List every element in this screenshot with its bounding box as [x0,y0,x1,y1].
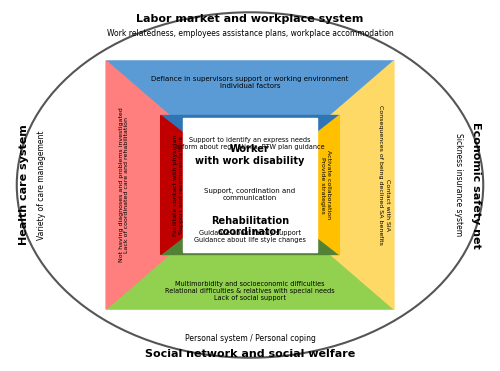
Text: Labor market and workplace system: Labor market and workplace system [136,14,364,24]
Text: Support, coordination and
communication: Support, coordination and communication [204,188,296,201]
Text: Guidance about family support
Guidance about life style changes: Guidance about family support Guidance a… [194,230,306,243]
Polygon shape [160,185,340,255]
Polygon shape [160,115,250,255]
Polygon shape [106,185,394,309]
Text: Defiance in supervisors support or working environment
Individual factors: Defiance in supervisors support or worki… [152,76,348,89]
Text: Rehabilitation
coordinator: Rehabilitation coordinator [211,216,289,237]
Polygon shape [106,61,250,309]
Text: Personal system / Personal coping: Personal system / Personal coping [184,334,316,343]
Text: Work relatedness, employees assistance plans, workplace accommodation: Work relatedness, employees assistance p… [106,29,394,37]
Text: Multimorbidity and socioeconomic difficulties
Relational difficulties & relative: Multimorbidity and socioeconomic difficu… [165,281,335,301]
Text: Economic safety net: Economic safety net [472,122,482,248]
Polygon shape [160,115,340,185]
Text: Social network and social welfare: Social network and social welfare [145,349,355,359]
Polygon shape [106,61,394,185]
Text: Worker
with work disability: Worker with work disability [196,144,304,166]
Text: Facilitate contact with physician
Support and recommendations: Facilitate contact with physician Suppor… [173,134,184,236]
Bar [182,118,318,253]
Text: Consequences of being declined SA benefits: Consequences of being declined SA benefi… [378,105,382,245]
Polygon shape [250,61,394,309]
Text: Contact with SIA: Contact with SIA [386,179,390,231]
Ellipse shape [17,12,483,358]
Text: Activate collaboration
Provide strategies: Activate collaboration Provide strategie… [320,151,331,220]
Text: Health care system: Health care system [18,125,28,245]
Text: Not having diagnoses and problems investigated
Lack of coordinated care and reha: Not having diagnoses and problems invest… [118,108,130,262]
Text: Support to identify an express needs
Inform about regulations, RTW plan guidance: Support to identify an express needs Inf… [176,137,324,150]
Text: Sickness insurance system: Sickness insurance system [454,134,463,237]
Polygon shape [250,115,340,255]
Text: Variety of care management: Variety of care management [37,130,46,240]
